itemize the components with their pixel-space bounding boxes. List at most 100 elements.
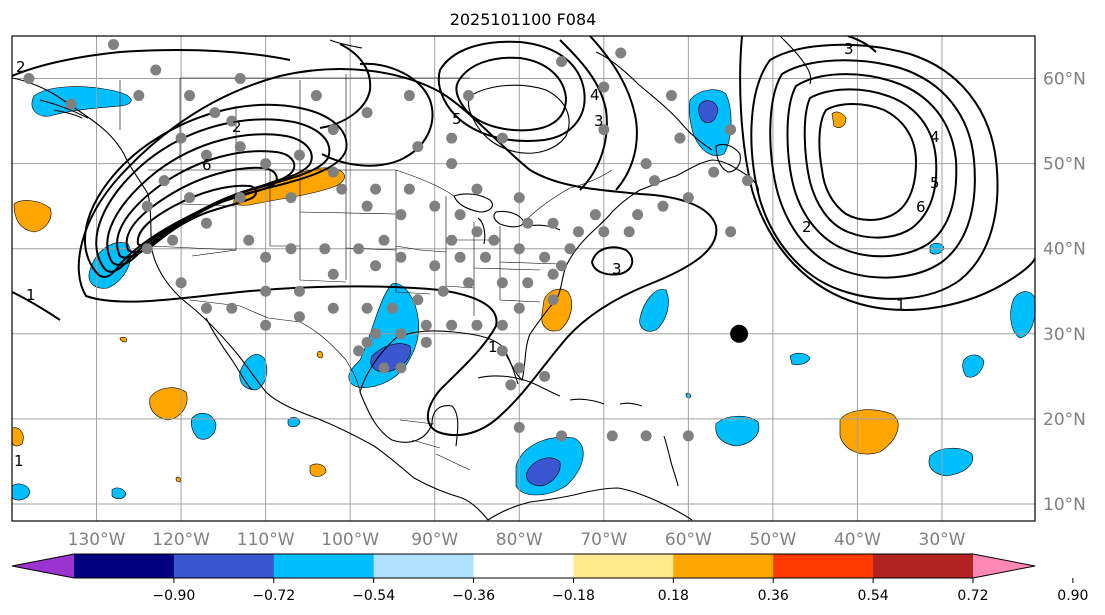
station-dot — [556, 56, 568, 68]
station-dot — [319, 243, 331, 255]
contour-label: 1 — [488, 338, 498, 356]
station-dot — [547, 294, 559, 306]
latitude-label: 60°N — [1043, 70, 1086, 90]
station-markers — [23, 39, 754, 442]
station-dot — [657, 200, 669, 212]
contour-label: 5 — [452, 110, 462, 128]
colorbar-segment — [973, 554, 1035, 578]
latitude-label: 10°N — [1043, 495, 1086, 515]
contour-label: 6 — [202, 156, 212, 174]
station-dot — [175, 132, 187, 144]
station-dot — [513, 243, 525, 255]
latitude-label: 50°N — [1043, 155, 1086, 175]
station-dot — [742, 175, 754, 187]
contour-label: 4 — [930, 128, 940, 146]
station-dot — [184, 192, 196, 204]
contour-label: 5 — [930, 174, 940, 192]
station-dot — [513, 302, 525, 314]
station-dot — [682, 192, 694, 204]
colorbar-segment — [573, 554, 674, 578]
station-dot — [556, 260, 568, 272]
station-dot — [598, 124, 610, 136]
station-dot — [234, 141, 246, 153]
station-dot — [682, 430, 694, 442]
station-dot — [260, 158, 272, 170]
station-dot — [725, 124, 737, 136]
station-dot — [285, 192, 297, 204]
colorbar-tick-label: −0.90 — [152, 588, 195, 604]
colorbar-segment — [873, 554, 974, 578]
station-dot — [209, 107, 221, 119]
contour-label: 6 — [916, 198, 926, 216]
station-dot — [200, 149, 212, 161]
longitude-label: 110°W — [237, 530, 295, 550]
longitude-label: 80°W — [496, 530, 543, 550]
colorbar-segment — [373, 554, 475, 578]
contour-label: 1 — [896, 296, 906, 314]
station-dot — [395, 328, 407, 340]
longitude-label: 30°W — [919, 530, 966, 550]
station-dot — [293, 149, 305, 161]
station-dot — [725, 226, 737, 238]
station-dot — [353, 345, 365, 357]
station-dot — [463, 90, 475, 102]
station-dot — [260, 285, 272, 297]
map-area: 2 6 5 2 4 3 1 3 4 5 6 2 1 3 1 1 — [12, 36, 1035, 521]
station-dot — [522, 277, 534, 289]
map-frame — [11, 35, 1036, 522]
station-dot — [598, 81, 610, 93]
station-dot — [547, 217, 559, 229]
station-dot — [564, 243, 576, 255]
station-dot — [429, 260, 441, 272]
station-dot — [479, 251, 491, 263]
longitude-label: 120°W — [152, 530, 210, 550]
station-dot — [572, 226, 584, 238]
contour-label: 3 — [844, 40, 854, 58]
latitude-label: 40°N — [1043, 240, 1086, 260]
longitude-label: 90°W — [411, 530, 458, 550]
station-dot — [361, 200, 373, 212]
station-dot — [260, 251, 272, 263]
colorbar-tick-label: 0.54 — [858, 588, 889, 604]
storm-marker — [730, 324, 749, 343]
colorbar-labels: −0.90 −0.72 −0.54 −0.36 −0.18 0.18 0.36 0.54 0.7… — [152, 578, 1088, 604]
station-dot — [496, 345, 508, 357]
station-dot — [539, 370, 551, 382]
colorbar-tick-label: −0.54 — [352, 588, 395, 604]
station-dot — [361, 302, 373, 314]
station-dot — [370, 183, 382, 195]
station-dot — [446, 158, 458, 170]
colorbar-segment — [673, 554, 774, 578]
station-dot — [336, 183, 348, 195]
station-dot — [496, 277, 508, 289]
colorbar-tick-label: −0.36 — [452, 588, 495, 604]
map-title: 2025101100 F084 — [450, 10, 597, 29]
station-dot — [505, 379, 517, 391]
station-dot — [260, 319, 272, 331]
station-dot — [446, 234, 458, 246]
station-dot — [547, 268, 559, 280]
station-dot — [327, 124, 339, 136]
longitude-label: 130°W — [68, 530, 126, 550]
colorbar-segment — [273, 554, 375, 578]
station-dot — [708, 166, 720, 178]
station-dot — [234, 192, 246, 204]
station-dot — [446, 319, 458, 331]
longitude-label: 40°W — [834, 530, 881, 550]
station-dot — [370, 260, 382, 272]
longitude-label: 70°W — [580, 530, 627, 550]
station-dot — [589, 209, 601, 221]
station-dot — [649, 175, 661, 187]
longitude-labels: 130°W 120°W 110°W 100°W 90°W 80°W 70°W 60°W 50°W… — [68, 530, 966, 550]
latitude-labels: 60°N 50°N 40°N 30°N 20°N 10°N — [1043, 70, 1086, 515]
station-dot — [200, 217, 212, 229]
contour-label: 2 — [802, 218, 812, 236]
colorbar-segment — [173, 554, 275, 578]
station-dot — [200, 302, 212, 314]
station-dot — [513, 421, 525, 433]
contour-labels: 2 6 5 2 4 3 1 3 4 5 6 2 1 3 1 1 — [14, 40, 940, 470]
colorbar-tick-label: 0.18 — [658, 588, 689, 604]
contour-label: 3 — [594, 112, 604, 130]
station-dot — [488, 234, 500, 246]
